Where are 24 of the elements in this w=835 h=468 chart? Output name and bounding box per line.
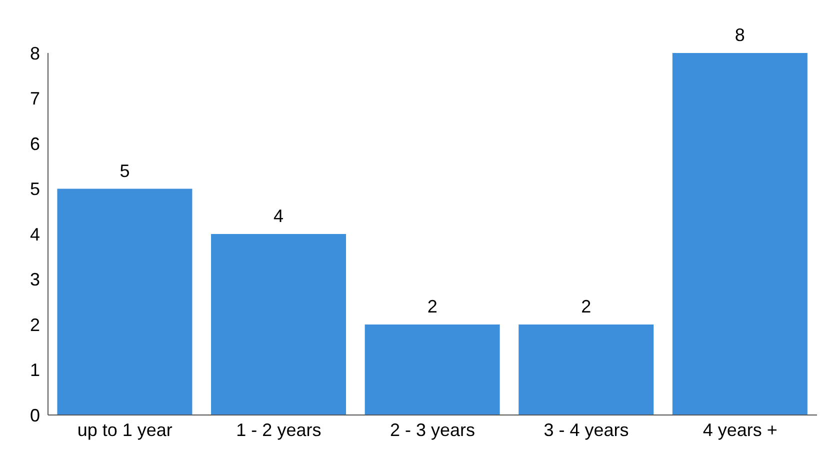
data-label: 2 [427,296,438,316]
y-tick-label: 1 [30,360,40,380]
x-tick-label: up to 1 year [77,420,172,440]
data-label: 8 [734,25,745,45]
bar [518,324,654,415]
data-label: 4 [274,206,284,226]
data-label: 2 [581,296,592,316]
y-tick-label: 0 [30,405,40,426]
data-label: 5 [120,160,130,181]
x-tick-label: 1 - 2 years [236,420,322,440]
x-tick-label: 4 years + [702,420,778,440]
x-tick-label: 3 - 4 years [544,420,629,440]
y-tick-label: 4 [30,224,40,244]
y-tick-label: 8 [30,43,40,64]
bar [57,188,192,415]
y-tick-label: 3 [30,270,40,290]
y-tick-label: 7 [30,88,40,109]
y-tick-label: 2 [30,314,40,335]
bar [211,234,346,415]
bar [364,324,500,415]
x-tick-label: 2 - 3 years [390,420,476,440]
y-tick-label: 6 [30,134,40,154]
y-tick-label: 5 [30,179,40,200]
bar [672,53,808,415]
